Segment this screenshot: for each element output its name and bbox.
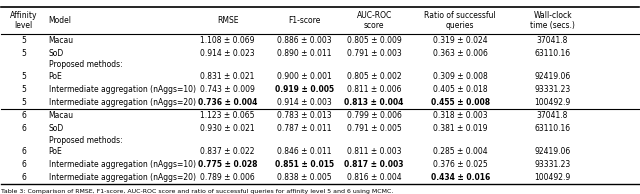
Text: F1-score: F1-score <box>288 16 320 25</box>
Text: 0.318 ± 0.003: 0.318 ± 0.003 <box>433 111 488 120</box>
Text: 0.919 ± 0.005: 0.919 ± 0.005 <box>275 85 333 94</box>
Text: 5: 5 <box>21 98 26 107</box>
Text: AUC-ROC
score: AUC-ROC score <box>356 11 392 30</box>
Text: 0.886 ± 0.003: 0.886 ± 0.003 <box>276 36 332 45</box>
Text: 0.789 ± 0.006: 0.789 ± 0.006 <box>200 173 255 182</box>
Text: 0.736 ± 0.004: 0.736 ± 0.004 <box>198 98 257 107</box>
Text: 0.434 ± 0.016: 0.434 ± 0.016 <box>431 173 490 182</box>
Text: 0.837 ± 0.022: 0.837 ± 0.022 <box>200 147 255 156</box>
Text: 0.851 ± 0.015: 0.851 ± 0.015 <box>275 160 333 169</box>
Text: 0.285 ± 0.004: 0.285 ± 0.004 <box>433 147 488 156</box>
Text: 92419.06: 92419.06 <box>534 72 571 81</box>
Text: 5: 5 <box>21 36 26 45</box>
Text: 0.816 ± 0.004: 0.816 ± 0.004 <box>347 173 401 182</box>
Text: 0.930 ± 0.021: 0.930 ± 0.021 <box>200 124 255 133</box>
Text: 5: 5 <box>21 85 26 94</box>
Text: 1.123 ± 0.065: 1.123 ± 0.065 <box>200 111 255 120</box>
Text: 6: 6 <box>21 111 26 120</box>
Text: 5: 5 <box>21 49 26 58</box>
Text: 0.787 ± 0.011: 0.787 ± 0.011 <box>277 124 332 133</box>
Text: 0.914 ± 0.023: 0.914 ± 0.023 <box>200 49 255 58</box>
Text: 0.846 ± 0.011: 0.846 ± 0.011 <box>277 147 332 156</box>
Text: 6: 6 <box>21 124 26 133</box>
Text: Macau: Macau <box>49 111 74 120</box>
Text: 6: 6 <box>21 147 26 156</box>
Text: Intermediate aggregation (nAggs=20): Intermediate aggregation (nAggs=20) <box>49 98 196 107</box>
Text: 0.791 ± 0.005: 0.791 ± 0.005 <box>347 124 401 133</box>
Text: 0.743 ± 0.009: 0.743 ± 0.009 <box>200 85 255 94</box>
Text: 0.319 ± 0.024: 0.319 ± 0.024 <box>433 36 488 45</box>
Text: 0.900 ± 0.001: 0.900 ± 0.001 <box>276 72 332 81</box>
Text: Intermediate aggregation (nAggs=10): Intermediate aggregation (nAggs=10) <box>49 85 196 94</box>
Text: Table 3: Comparison of RMSE, F1-score, AUC-ROC score and ratio of successful que: Table 3: Comparison of RMSE, F1-score, A… <box>1 190 394 194</box>
Text: 100492.9: 100492.9 <box>534 98 571 107</box>
Text: 6: 6 <box>21 173 26 182</box>
Text: Proposed methods:: Proposed methods: <box>49 136 122 145</box>
Text: Wall-clock
time (secs.): Wall-clock time (secs.) <box>530 11 575 30</box>
Text: 0.805 ± 0.002: 0.805 ± 0.002 <box>347 72 401 81</box>
Text: 37041.8: 37041.8 <box>537 111 568 120</box>
Text: 5: 5 <box>21 72 26 81</box>
Text: Model: Model <box>49 16 72 25</box>
Text: 0.783 ± 0.013: 0.783 ± 0.013 <box>276 111 332 120</box>
Text: 0.838 ± 0.005: 0.838 ± 0.005 <box>276 173 332 182</box>
Text: 100492.9: 100492.9 <box>534 173 571 182</box>
Text: 0.890 ± 0.011: 0.890 ± 0.011 <box>277 49 332 58</box>
Text: 0.805 ± 0.009: 0.805 ± 0.009 <box>347 36 401 45</box>
Text: 1.108 ± 0.069: 1.108 ± 0.069 <box>200 36 255 45</box>
Text: Affinity
level: Affinity level <box>10 11 38 30</box>
Text: 0.914 ± 0.003: 0.914 ± 0.003 <box>276 98 332 107</box>
Text: RMSE: RMSE <box>217 16 238 25</box>
Text: PoE: PoE <box>49 147 62 156</box>
Text: 0.775 ± 0.028: 0.775 ± 0.028 <box>198 160 257 169</box>
Text: 0.831 ± 0.021: 0.831 ± 0.021 <box>200 72 255 81</box>
Text: 0.363 ± 0.006: 0.363 ± 0.006 <box>433 49 488 58</box>
Text: 0.405 ± 0.018: 0.405 ± 0.018 <box>433 85 488 94</box>
Text: SoD: SoD <box>49 124 64 133</box>
Text: 92419.06: 92419.06 <box>534 147 571 156</box>
Text: 0.813 ± 0.004: 0.813 ± 0.004 <box>344 98 404 107</box>
Text: PoE: PoE <box>49 72 62 81</box>
Text: 0.811 ± 0.003: 0.811 ± 0.003 <box>347 147 401 156</box>
Text: Intermediate aggregation (nAggs=10): Intermediate aggregation (nAggs=10) <box>49 160 196 169</box>
Text: 0.376 ± 0.025: 0.376 ± 0.025 <box>433 160 488 169</box>
Text: Macau: Macau <box>49 36 74 45</box>
Text: Intermediate aggregation (nAggs=20): Intermediate aggregation (nAggs=20) <box>49 173 196 182</box>
Text: 93331.23: 93331.23 <box>534 85 571 94</box>
Text: 93331.23: 93331.23 <box>534 160 571 169</box>
Text: 0.811 ± 0.006: 0.811 ± 0.006 <box>347 85 401 94</box>
Text: 6: 6 <box>21 160 26 169</box>
Text: 0.791 ± 0.003: 0.791 ± 0.003 <box>347 49 401 58</box>
Text: 0.381 ± 0.019: 0.381 ± 0.019 <box>433 124 488 133</box>
Text: 37041.8: 37041.8 <box>537 36 568 45</box>
Text: 63110.16: 63110.16 <box>534 49 571 58</box>
Text: Proposed methods:: Proposed methods: <box>49 61 122 69</box>
Text: 0.799 ± 0.006: 0.799 ± 0.006 <box>347 111 402 120</box>
Text: 63110.16: 63110.16 <box>534 124 571 133</box>
Text: 0.455 ± 0.008: 0.455 ± 0.008 <box>431 98 490 107</box>
Text: 0.817 ± 0.003: 0.817 ± 0.003 <box>344 160 404 169</box>
Text: SoD: SoD <box>49 49 64 58</box>
Text: Ratio of successful
queries: Ratio of successful queries <box>424 11 496 30</box>
Text: 0.309 ± 0.008: 0.309 ± 0.008 <box>433 72 488 81</box>
